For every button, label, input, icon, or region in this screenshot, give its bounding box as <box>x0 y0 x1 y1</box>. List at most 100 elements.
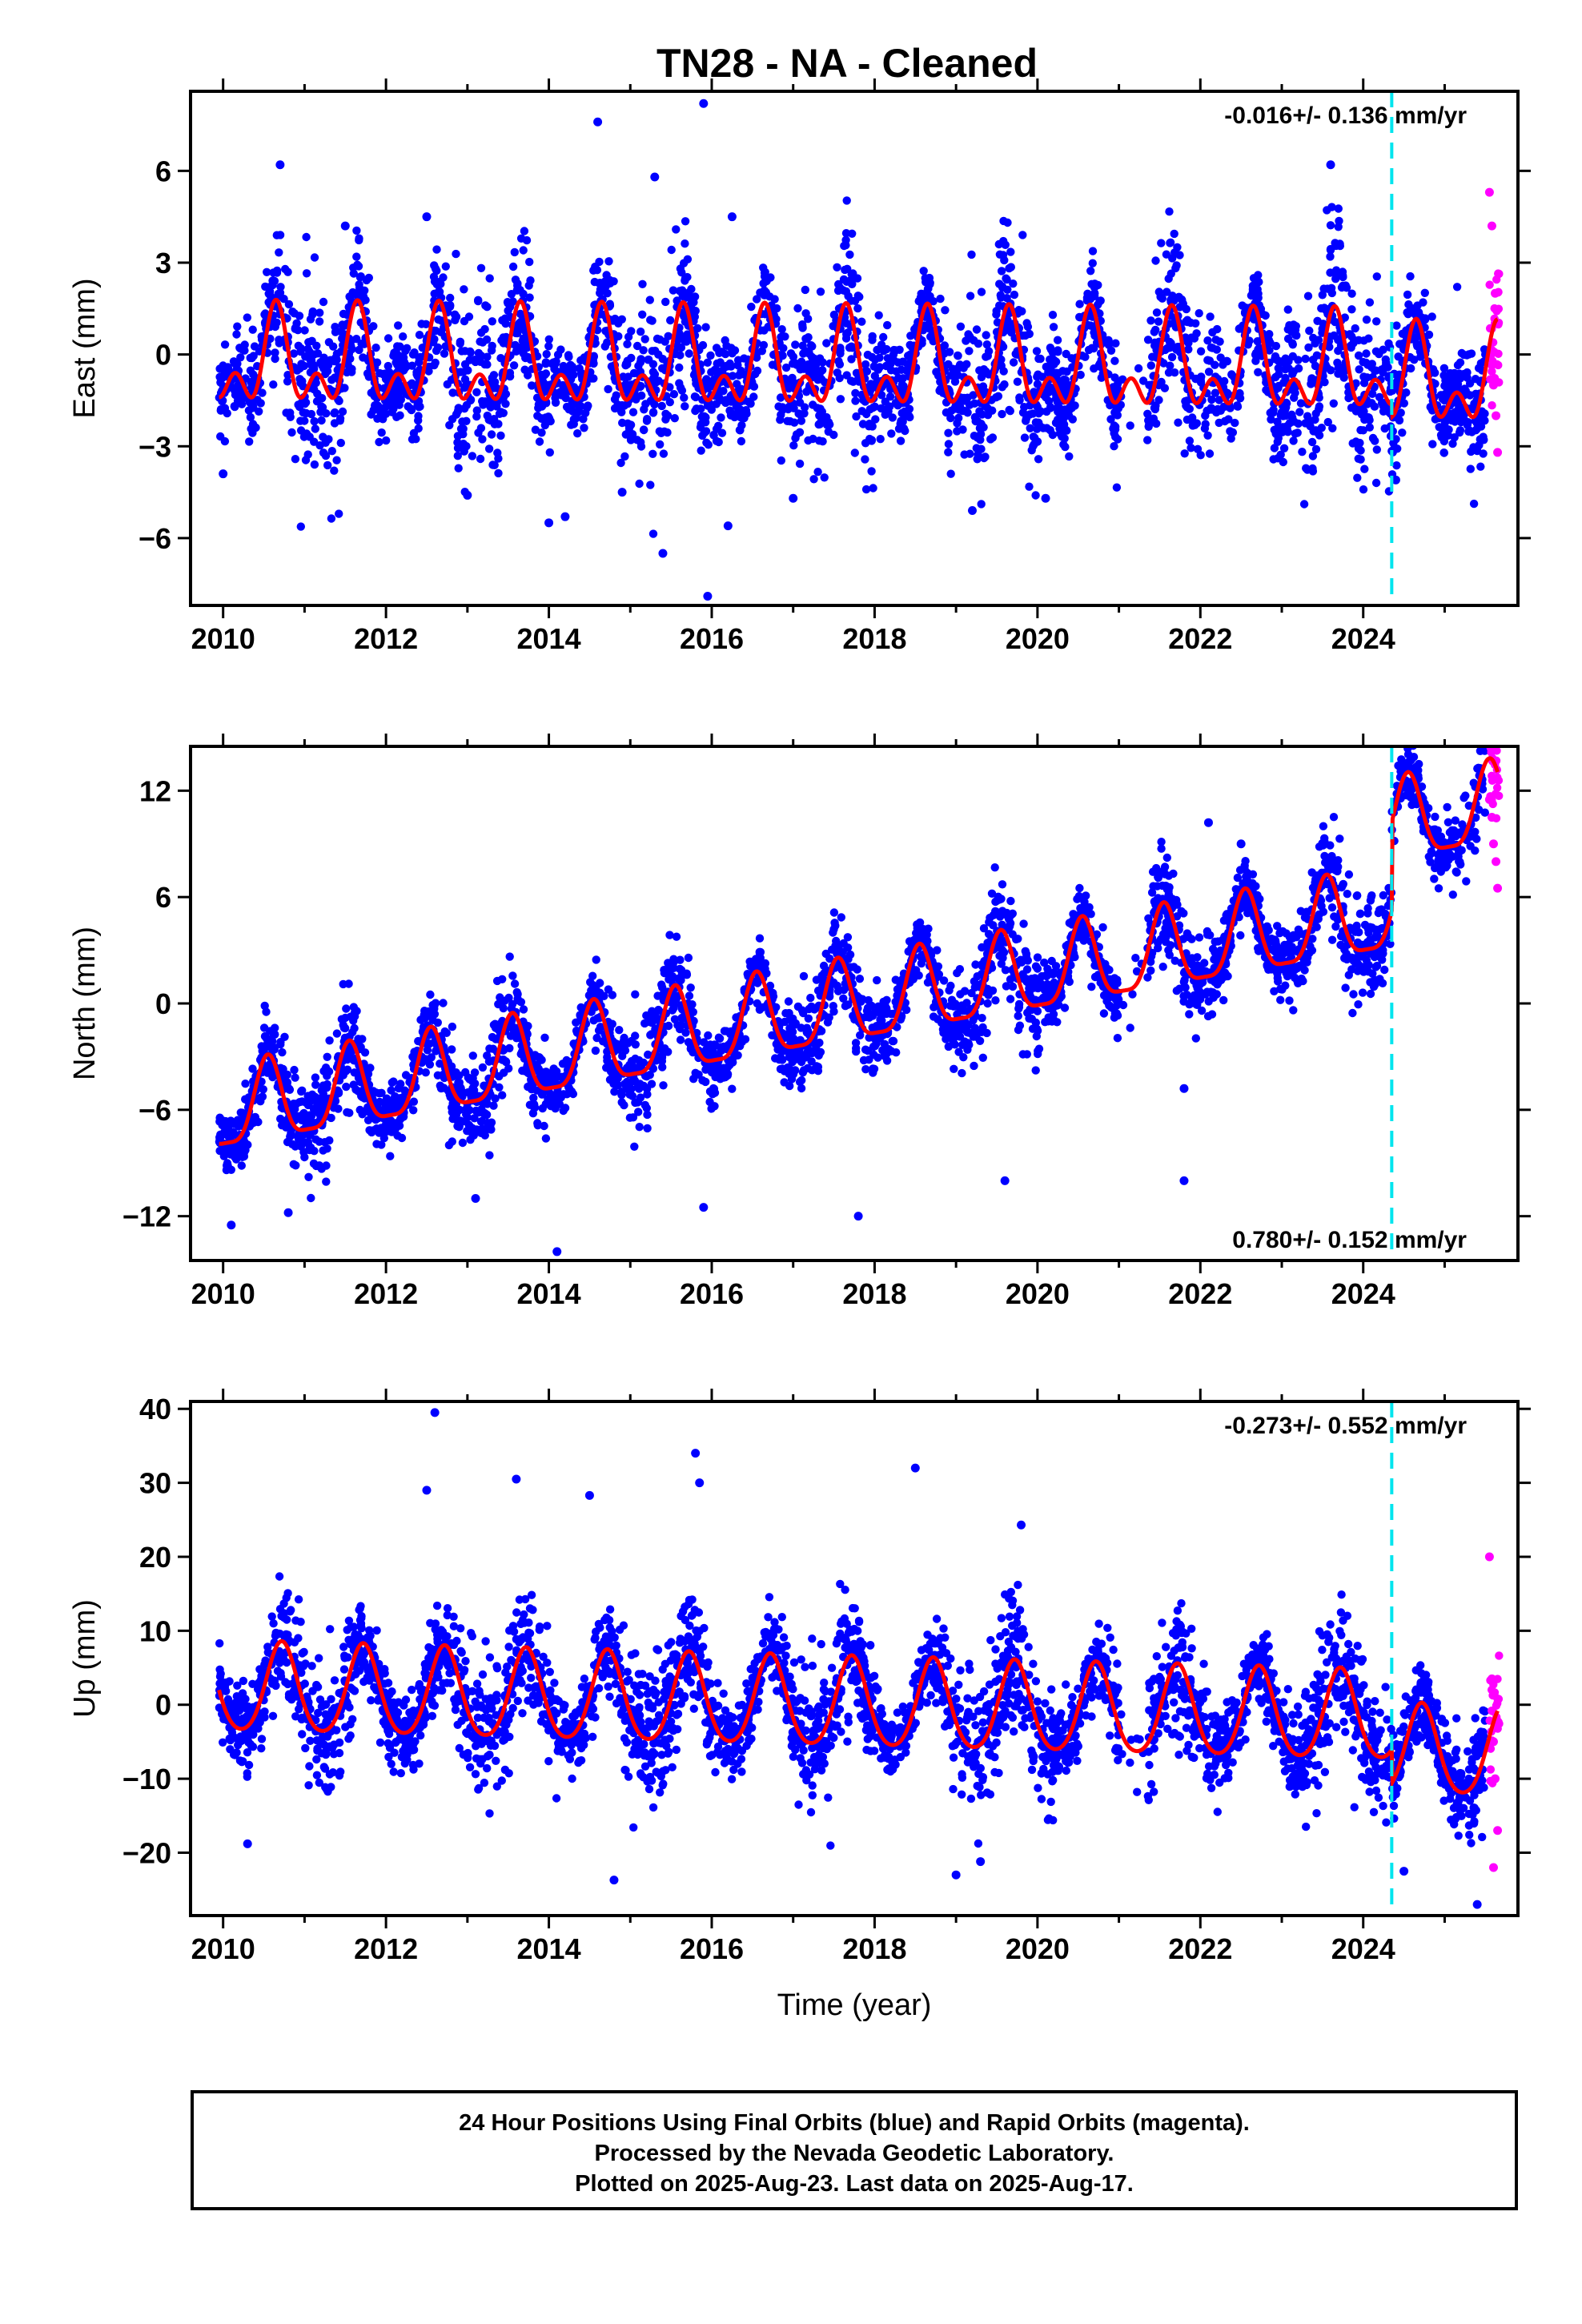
outlier-point <box>617 488 627 497</box>
daily-position-point <box>1111 339 1120 348</box>
daily-position-point <box>1154 287 1164 296</box>
daily-position-point <box>956 322 966 331</box>
daily-position-point <box>1355 365 1363 374</box>
daily-position-point <box>283 377 292 386</box>
daily-position-point <box>414 416 423 425</box>
y-tick-label: 3 <box>155 247 171 279</box>
daily-position-point <box>905 412 913 420</box>
daily-position-point <box>1143 336 1153 344</box>
daily-position-point <box>898 384 908 393</box>
daily-position-point <box>979 423 988 432</box>
daily-position-point <box>777 456 785 465</box>
daily-position-point <box>235 344 244 352</box>
daily-position-point <box>569 399 578 408</box>
daily-position-point <box>1203 431 1212 440</box>
outlier-point <box>967 506 977 516</box>
daily-position-point <box>1367 399 1376 408</box>
daily-position-point <box>330 419 339 428</box>
daily-position-point <box>335 396 343 405</box>
daily-position-point <box>557 387 566 396</box>
daily-position-point <box>995 250 1005 259</box>
daily-position-point <box>1183 317 1192 327</box>
daily-position-point <box>1313 316 1322 325</box>
daily-position-point <box>1472 426 1480 435</box>
daily-position-point <box>664 332 673 340</box>
daily-position-point <box>889 345 898 355</box>
daily-position-point <box>852 412 861 421</box>
daily-position-point <box>1476 435 1485 444</box>
daily-position-point <box>373 401 383 410</box>
daily-position-point <box>1216 406 1226 415</box>
daily-position-point <box>1470 399 1479 408</box>
daily-position-point <box>777 325 786 334</box>
daily-position-point <box>592 1033 601 1043</box>
daily-position-point <box>496 408 506 416</box>
daily-position-point <box>382 436 391 445</box>
daily-position-point <box>1381 355 1391 364</box>
daily-position-point <box>534 404 543 412</box>
daily-position-point <box>1465 379 1475 388</box>
daily-position-point <box>243 313 251 322</box>
daily-position-point <box>1402 388 1411 397</box>
daily-position-point <box>1434 884 1443 893</box>
daily-position-point <box>776 393 785 402</box>
daily-position-point <box>829 908 839 917</box>
daily-position-point <box>1195 933 1204 942</box>
daily-position-point <box>302 269 311 278</box>
daily-position-point <box>375 437 383 447</box>
daily-position-point <box>1467 447 1476 456</box>
daily-position-point <box>600 342 609 351</box>
daily-position-point <box>841 265 849 275</box>
daily-position-point <box>1018 1050 1027 1059</box>
daily-position-point <box>1283 305 1293 314</box>
daily-position-point <box>799 349 808 358</box>
rapid-orbit-point <box>1488 401 1496 410</box>
daily-position-point <box>1296 399 1306 408</box>
daily-position-point <box>415 331 424 340</box>
daily-position-point <box>532 393 542 402</box>
daily-position-point <box>791 340 800 349</box>
daily-position-point <box>1099 1009 1109 1018</box>
daily-position-point <box>332 456 341 464</box>
daily-position-point <box>1288 413 1297 422</box>
daily-position-point <box>801 285 809 295</box>
daily-position-point <box>431 358 440 368</box>
daily-position-point <box>1254 345 1263 354</box>
daily-position-point <box>1351 437 1360 446</box>
outlier-point <box>422 212 432 222</box>
daily-position-point <box>1347 289 1356 298</box>
daily-position-point <box>460 360 470 369</box>
daily-position-point <box>1334 204 1343 213</box>
outlier-point <box>727 212 737 222</box>
daily-position-point <box>716 396 725 404</box>
daily-position-point <box>1014 935 1022 943</box>
outlier-point <box>463 490 472 500</box>
daily-position-point <box>869 484 877 493</box>
daily-position-point <box>1029 442 1038 451</box>
daily-position-point <box>298 376 307 386</box>
daily-position-point <box>656 440 665 449</box>
daily-position-point <box>1270 444 1279 452</box>
daily-position-point <box>323 1052 331 1062</box>
daily-position-point <box>676 264 685 273</box>
daily-position-point <box>311 424 319 433</box>
daily-position-point <box>1407 364 1415 373</box>
daily-position-point <box>476 337 484 346</box>
daily-position-point <box>1169 869 1178 879</box>
daily-position-point <box>766 273 775 282</box>
daily-position-point <box>888 413 897 422</box>
daily-position-point <box>861 485 871 494</box>
daily-position-point <box>1392 321 1401 330</box>
daily-position-point <box>870 402 879 411</box>
daily-position-point <box>1154 317 1163 326</box>
daily-position-point <box>877 391 886 400</box>
daily-position-point <box>1015 396 1024 404</box>
daily-position-point <box>459 430 468 439</box>
daily-position-point <box>859 396 868 404</box>
daily-position-point <box>639 346 648 355</box>
daily-position-point <box>1292 331 1301 340</box>
daily-position-point <box>685 349 693 358</box>
daily-position-point <box>516 324 525 333</box>
daily-position-point <box>1180 449 1189 458</box>
daily-position-point <box>1203 336 1212 345</box>
